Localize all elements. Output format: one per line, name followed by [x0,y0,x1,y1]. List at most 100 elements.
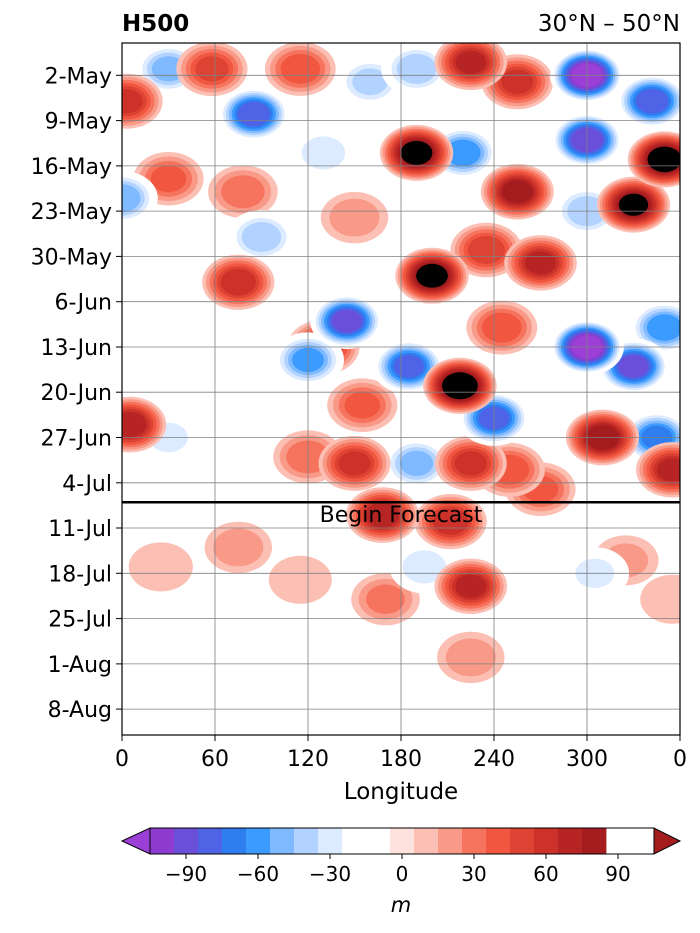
y-tick-label-14: 8-Aug [48,698,112,723]
anomaly-blob-1 [129,542,193,591]
anomaly-blob-0 [269,556,332,604]
anomaly-level-18-3 [345,392,381,419]
anomaly-level-5-1 [330,199,380,237]
colorbar-swatch-18 [582,828,606,854]
x-tick-label-2: 120 [287,747,329,772]
anomaly-level-28-4 [400,451,433,476]
colorbar-swatch-1 [174,828,198,854]
anomaly-level-17-3 [151,165,187,192]
anomaly-level-42-6 [525,251,556,274]
y-tick-label-1: 9-May [45,110,112,135]
colorbar-tick-label-2: −30 [309,862,351,886]
anomaly-level-58-8 [401,141,433,165]
x-axis-label: Longitude [344,779,458,805]
chart-subtitle: 30°N – 50°N [538,11,680,37]
anomaly-level-1-0 [129,542,193,591]
chart-title: H500 [122,11,189,37]
y-tick-label-4: 30-May [31,245,112,270]
anomaly-blob-5 [321,192,388,243]
anomaly-level-48-7 [502,180,532,203]
anomaly-level-36-5 [455,451,487,475]
anomaly-level-54-8 [619,194,648,216]
anomaly-level-20-3 [281,54,321,84]
colorbar-tick-label-1: −60 [237,862,279,886]
anomaly-blob-42 [504,235,577,290]
colorbar-swatch-14 [486,828,510,854]
anomaly-level-60-9 [650,149,679,171]
y-tick-label-0: 2-May [45,64,112,89]
y-tick-label-13: 1-Aug [48,653,112,678]
colorbar-swatch-9 [366,828,390,854]
anomaly-blob-45 [435,559,508,614]
colorbar-swatch-8 [342,828,366,854]
anomaly-level-45-6 [455,575,486,598]
anomaly-level-49-7 [394,355,424,378]
anomaly-blob-20 [265,42,336,96]
colorbar-swatch-12 [438,828,462,854]
colorbar-tick-label-3: 0 [396,862,409,886]
colorbar-swatch-13 [462,828,486,854]
anomaly-level-41-6 [455,51,486,74]
colorbar-swatch-15 [510,828,534,854]
anomaly-blob-24 [466,301,537,355]
forecast-annotation: Begin Forecast [320,503,483,528]
anomaly-blob-61 [423,358,497,414]
anomaly-blob-12 [208,165,278,218]
y-tick-label-7: 20-Jun [40,381,112,406]
colorbar-label: m [391,893,411,917]
x-tick-label-6: 0 [673,747,687,772]
colorbar-tick-label-4: 30 [461,862,486,886]
anomaly-level-56-8 [619,355,648,377]
colorbar-tick-label-5: 60 [533,862,558,886]
x-tick-label-5: 300 [566,747,608,772]
anomaly-blob-51 [217,86,290,142]
anomaly-level-6-1 [446,638,496,676]
colorbar-swatch-2 [198,828,222,854]
anomaly-level-7-1 [213,528,263,566]
anomaly-level-0-0 [269,556,332,604]
colorbar-swatch-6 [294,828,318,854]
anomaly-blob-27 [176,42,247,96]
anomaly-level-61-9 [444,374,475,397]
colorbar [122,828,680,854]
anomaly-blob-13 [289,126,359,179]
colorbar-swatch-7 [318,828,342,854]
colorbar-swatch-10 [390,828,414,854]
anomaly-blob-58 [380,125,453,181]
anomaly-level-21-3 [397,54,437,84]
y-tick-label-9: 4-Jul [62,472,112,497]
y-tick-label-8: 27-Jun [40,427,112,452]
anomaly-level-27-4 [195,56,228,81]
colorbar-swatch-3 [222,828,246,854]
anomaly-level-51-7 [238,102,271,127]
x-tick-label-3: 180 [380,747,422,772]
anomaly-level-39-5 [647,314,682,341]
anomaly-level-10-2 [366,585,405,614]
colorbar-swatch-17 [558,828,582,854]
anomaly-level-55-8 [332,310,361,332]
x-tick-label-4: 240 [473,747,515,772]
colorbar-swatch-0 [150,828,174,854]
colorbar-swatch-16 [534,828,558,854]
x-tick-label-0: 0 [115,747,129,772]
anomaly-level-59-8 [416,264,448,288]
y-tick-label-6: 13-Jun [40,336,112,361]
anomaly-level-22-3 [242,222,282,252]
y-tick-label-12: 25-Jul [48,608,112,633]
y-tick-label-2: 16-May [31,155,112,180]
anomaly-level-35-5 [339,451,371,475]
y-tick-label-5: 6-Jun [54,291,112,316]
y-tick-label-11: 18-Jul [48,562,112,587]
colorbar-swatch-4 [246,828,270,854]
colorbar-swatch-5 [270,828,294,854]
anomaly-level-32-5 [501,70,533,94]
anomaly-level-30-4 [468,236,505,264]
x-tick-label-1: 60 [201,747,229,772]
colorbar-swatch-11 [414,828,438,854]
anomaly-level-12-2 [221,175,265,208]
colorbar-tick-label-6: 90 [605,862,630,886]
colorbar-tick-label-0: −90 [165,862,207,886]
anomaly-level-52-7 [636,89,669,114]
